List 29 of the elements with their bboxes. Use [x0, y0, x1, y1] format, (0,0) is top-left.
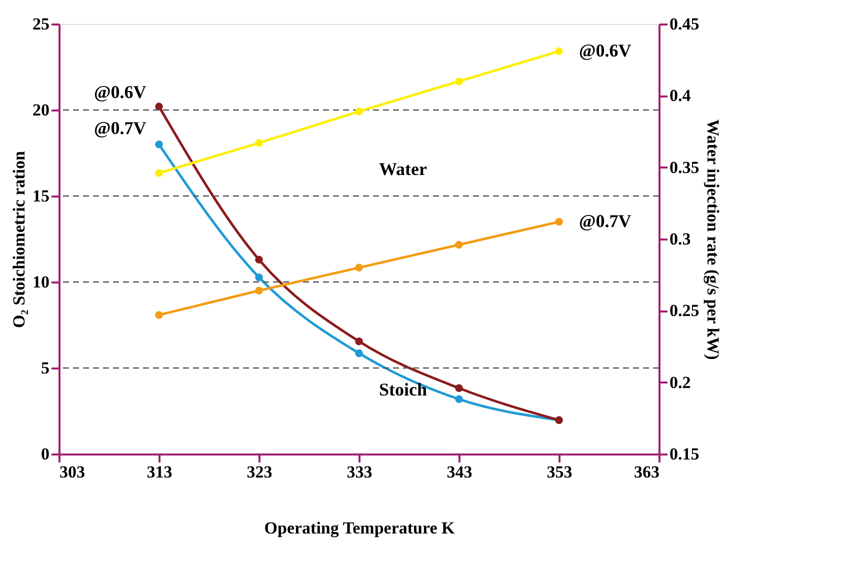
x-tick-label: 323 — [246, 462, 272, 482]
y2-tick-label: 0.4 — [670, 86, 692, 106]
x-tick-label: 343 — [446, 462, 472, 482]
x-tick-label: 313 — [146, 462, 172, 482]
x-tick-label: 303 — [60, 462, 85, 482]
y-tick-label: 5 — [41, 358, 50, 378]
y2-tick-label: 0.25 — [670, 301, 700, 320]
x-axis-title: Operating Temperature K — [264, 518, 456, 538]
y-tick-label: 0 — [41, 444, 50, 464]
x-tick-label: 333 — [346, 462, 372, 482]
annotation: @0.7V — [579, 210, 632, 231]
y-tick-label: 25 — [32, 14, 50, 34]
y2-tick-label: 0.45 — [670, 14, 700, 34]
y2-tick-label: 0.3 — [670, 230, 691, 248]
annotation: @0.6V — [579, 40, 632, 61]
y-tick-label: 10 — [32, 272, 50, 292]
y2-tick-label: 0.15 — [670, 444, 700, 464]
annotation: @0.6V — [94, 82, 146, 102]
annotation: @0.7V — [94, 118, 146, 138]
y-axis-title: O₂ Stoichiometric ration — [10, 150, 28, 328]
annotation: Stoich — [379, 379, 428, 400]
x-tick-label: 353 — [546, 462, 572, 482]
y-tick-label: 20 — [32, 100, 50, 120]
y2-tick-label: 0.35 — [670, 158, 700, 177]
y2-tick-label: 0.2 — [670, 372, 691, 392]
annotation: Water — [379, 159, 427, 180]
x-tick-label: 363 — [634, 462, 660, 482]
y2-axis-title: Water injection rate (g/s per kW) — [703, 119, 722, 360]
y-tick-label: 15 — [32, 186, 50, 206]
